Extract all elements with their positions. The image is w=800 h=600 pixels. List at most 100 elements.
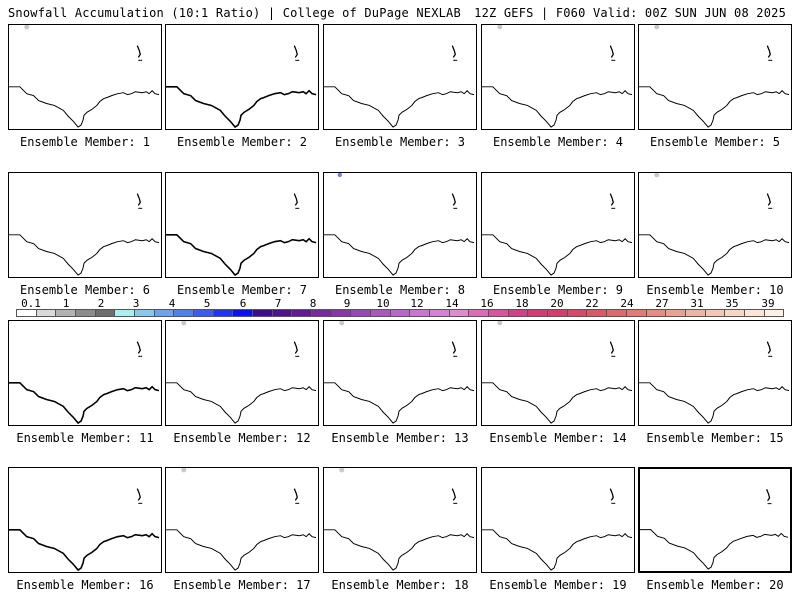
- ensemble-member-label: Ensemble Member: 4: [492, 135, 624, 149]
- ensemble-member-label: Ensemble Member: 6: [19, 283, 151, 297]
- legend-tick-label: 27: [655, 297, 669, 310]
- coastline-map: [639, 25, 790, 128]
- coastline-map: [482, 25, 633, 128]
- ensemble-member-label: Ensemble Member: 2: [176, 135, 308, 149]
- color-scale-swatch: [508, 310, 529, 316]
- ensemble-member-label: Ensemble Member: 9: [492, 283, 624, 297]
- color-scale-swatch: [607, 310, 627, 316]
- color-scale-swatch: [371, 310, 391, 316]
- color-scale-swatch: [272, 310, 293, 316]
- color-scale-swatch: [17, 310, 37, 316]
- ensemble-member-map: [638, 24, 792, 130]
- color-scale-swatch: [213, 310, 234, 316]
- legend-tick-label: 24: [620, 297, 634, 310]
- legend-tick-label: 2: [97, 297, 105, 310]
- legend-tick-label: 3: [132, 297, 140, 310]
- color-scale-swatch: [194, 310, 214, 316]
- coastline-map: [166, 321, 317, 424]
- ensemble-member-map: [481, 320, 635, 426]
- ensemble-member-label: Ensemble Member: 5: [649, 135, 781, 149]
- legend-tick-label: 5: [203, 297, 211, 310]
- ensemble-member-label: Ensemble Member: 14: [489, 431, 627, 445]
- ensemble-member-map: [481, 467, 635, 573]
- coastline-map: [166, 45, 317, 129]
- coastline-map: [482, 193, 633, 276]
- legend-tick-label: 7: [274, 297, 282, 310]
- color-scale-swatch: [587, 310, 608, 316]
- legend-tick-label: 6: [239, 297, 247, 310]
- color-scale-swatch: [430, 310, 450, 316]
- color-scale-swatch: [528, 310, 549, 316]
- ensemble-member-map: [323, 467, 477, 573]
- legend-tick-label: 4: [168, 297, 176, 310]
- ensemble-member-label: Ensemble Member: 19: [489, 578, 627, 592]
- color-scale-swatch: [95, 310, 116, 316]
- ensemble-member-label: Ensemble Member: 1: [19, 135, 151, 149]
- legend-tick-label: 10: [376, 297, 390, 310]
- color-scale-swatch: [135, 310, 155, 316]
- color-scale-swatch: [725, 310, 745, 316]
- legend-tick-label: 31: [690, 297, 704, 310]
- color-scale-swatch: [449, 310, 470, 316]
- ensemble-member-map: [8, 467, 162, 573]
- ensemble-member-map: [638, 172, 792, 278]
- color-scale-swatch: [115, 310, 136, 316]
- color-scale-swatch: [705, 310, 726, 316]
- legend-tick-label: 0.1: [21, 297, 41, 310]
- coastline-map: [324, 468, 475, 571]
- coastline-map: [324, 173, 475, 276]
- coastline-map: [482, 321, 633, 424]
- coastline-map: [9, 25, 160, 128]
- color-scale-swatch: [331, 310, 352, 316]
- legend-tick-label: 12: [410, 297, 424, 310]
- ensemble-member-map: [323, 320, 477, 426]
- color-scale-swatch: [233, 310, 254, 316]
- color-scale-swatch: [626, 310, 647, 316]
- legend-scale-labels: 0.1 1 2 3 4 5 6 7 8 9 10 12 14 16 18 20 22 24 27 31 35 39: [0, 297, 800, 310]
- ensemble-member-label: Ensemble Member: 7: [176, 283, 308, 297]
- legend-tick-label: 9: [343, 297, 351, 310]
- color-scale-swatch: [567, 310, 588, 316]
- coastline-map: [9, 341, 160, 425]
- map-title: Snowfall Accumulation (10:1 Ratio) | Col…: [8, 6, 461, 20]
- color-scale-swatch: [744, 310, 765, 316]
- color-scale-swatch: [469, 310, 490, 316]
- color-scale-swatch: [76, 310, 96, 316]
- coastline-map: [166, 193, 317, 277]
- legend-tick-label: 20: [550, 297, 564, 310]
- color-scale-swatch: [174, 310, 195, 316]
- color-scale-swatch: [548, 310, 568, 316]
- ensemble-member-label: Ensemble Member: 17: [173, 578, 311, 592]
- ensemble-member-map: [165, 24, 319, 130]
- color-scale-swatch: [292, 310, 313, 316]
- color-scale-swatch: [253, 310, 273, 316]
- color-scale-swatch: [154, 310, 175, 316]
- ensemble-member-map: [481, 172, 635, 278]
- legend-tick-label: 1: [62, 297, 70, 310]
- ensemble-member-map: [481, 24, 635, 130]
- ensemble-member-label: Ensemble Member: 3: [334, 135, 466, 149]
- ensemble-member-map: [8, 172, 162, 278]
- coastline-map: [482, 488, 633, 571]
- coastline-map: [166, 468, 317, 571]
- color-scale-swatch: [764, 310, 784, 316]
- ensemble-member-label: Ensemble Member: 12: [173, 431, 311, 445]
- legend-tick-label: 14: [445, 297, 459, 310]
- run-valid-time: 12Z GEFS | F060 Valid: 00Z SUN JUN 08 20…: [474, 6, 786, 20]
- legend-tick-label: 39: [761, 297, 775, 310]
- coastline-map: [639, 341, 790, 424]
- coastline-map: [9, 193, 160, 276]
- color-scale-swatch: [312, 310, 332, 316]
- ensemble-member-map: [8, 320, 162, 426]
- ensemble-member-label: Ensemble Member: 10: [646, 283, 784, 297]
- color-scale-swatch: [351, 310, 372, 316]
- color-scale-swatch: [685, 310, 706, 316]
- legend-tick-label: 16: [480, 297, 494, 310]
- coastline-map: [9, 488, 160, 572]
- ensemble-member-map: [323, 24, 477, 130]
- ensemble-member-label: Ensemble Member: 15: [646, 431, 784, 445]
- color-scale-swatch: [489, 310, 509, 316]
- ensemble-member-label: Ensemble Member: 8: [334, 283, 466, 297]
- color-scale-swatch: [56, 310, 77, 316]
- legend-tick-label: 35: [725, 297, 739, 310]
